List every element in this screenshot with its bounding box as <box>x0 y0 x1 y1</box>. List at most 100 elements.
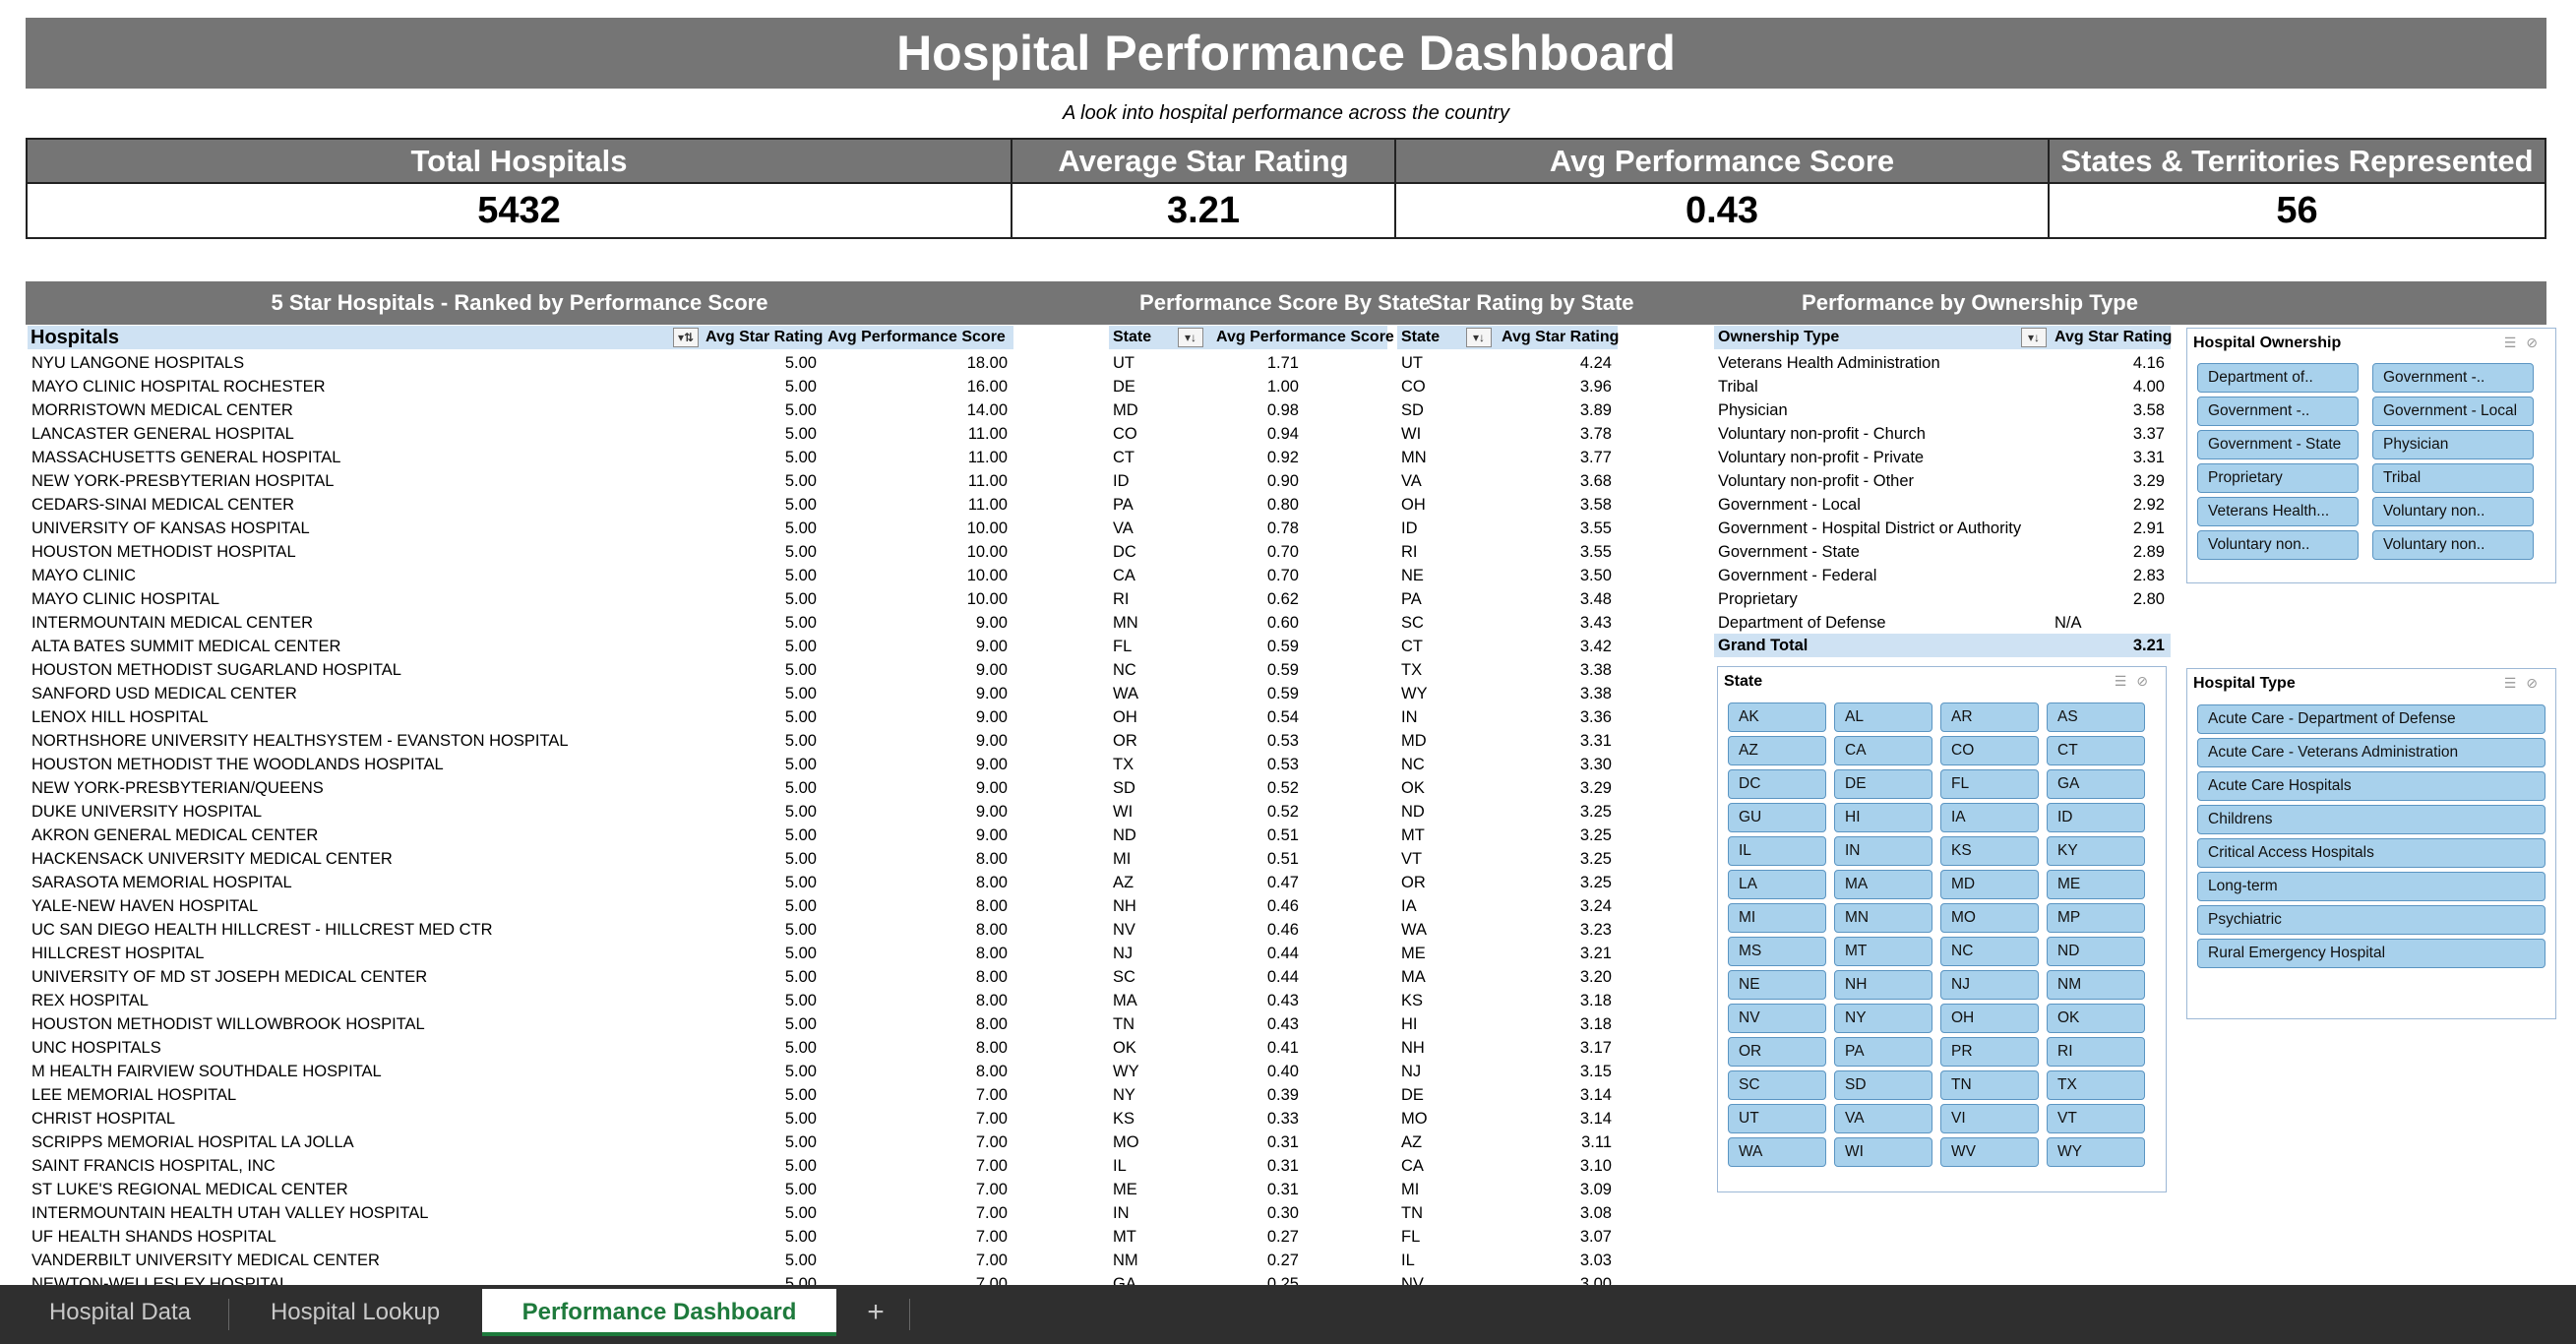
slicer-item-state-ca[interactable]: CA <box>1834 736 1932 765</box>
slicer-item-state-as[interactable]: AS <box>2047 703 2145 732</box>
slicer-item-rural-emergency-hospital[interactable]: Rural Emergency Hospital <box>2197 939 2545 968</box>
slicer-item-state-tx[interactable]: TX <box>2047 1070 2145 1100</box>
slicer-item-state-mn[interactable]: MN <box>1834 903 1932 933</box>
slicer-item-state-mi[interactable]: MI <box>1728 903 1826 933</box>
slicer-item-state-al[interactable]: AL <box>1834 703 1932 732</box>
slicer-item-state-me[interactable]: ME <box>2047 870 2145 899</box>
slicer-item-long-term[interactable]: Long-term <box>2197 872 2545 901</box>
slicer-item-state-nm[interactable]: NM <box>2047 970 2145 1000</box>
slicer-item-state-ri[interactable]: RI <box>2047 1037 2145 1067</box>
slicer-item-state-nc[interactable]: NC <box>1940 937 2039 966</box>
slicer-item-state-nv[interactable]: NV <box>1728 1004 1826 1033</box>
multi-select-icon[interactable]: ☰ <box>2503 335 2527 350</box>
slicer-item-state-ne[interactable]: NE <box>1728 970 1826 1000</box>
slicer-item-voluntary-non[interactable]: Voluntary non.. <box>2197 530 2359 560</box>
multi-select-icon[interactable]: ☰ <box>2503 675 2527 691</box>
slicer-item-state-sd[interactable]: SD <box>1834 1070 1932 1100</box>
sort-descending-icon[interactable]: ▾↓ <box>1466 328 1492 347</box>
slicer-item-state-ny[interactable]: NY <box>1834 1004 1932 1033</box>
hospital-name: LANCASTER GENERAL HOSPITAL <box>31 425 294 443</box>
slicer-item-critical-access-hospitals[interactable]: Critical Access Hospitals <box>2197 838 2545 868</box>
slicer-item-state-id[interactable]: ID <box>2047 803 2145 832</box>
slicer-item-state-vt[interactable]: VT <box>2047 1104 2145 1133</box>
slicer-item-state-co[interactable]: CO <box>1940 736 2039 765</box>
add-sheet-button[interactable]: + <box>867 1296 885 1328</box>
slicer-item-state-ia[interactable]: IA <box>1940 803 2039 832</box>
star-rating-cell: 5.00 <box>784 992 817 1009</box>
slicer-item-state-nj[interactable]: NJ <box>1940 970 2039 1000</box>
slicer-item-state-wv[interactable]: WV <box>1940 1137 2039 1167</box>
slicer-item-state-oh[interactable]: OH <box>1940 1004 2039 1033</box>
star-rating-cell: 5.00 <box>784 1086 817 1104</box>
filter-sort-icon[interactable]: ▾⇅ <box>673 328 699 347</box>
slicer-item-state-ar[interactable]: AR <box>1940 703 2039 732</box>
slicer-item-acute-care-hospitals[interactable]: Acute Care Hospitals <box>2197 771 2545 801</box>
slicer-item-state-nd[interactable]: ND <box>2047 937 2145 966</box>
slicer-item-state-az[interactable]: AZ <box>1728 736 1826 765</box>
clear-filter-icon[interactable]: ⊘ <box>2136 673 2158 689</box>
clear-filter-icon[interactable]: ⊘ <box>2526 675 2547 691</box>
slicer-item-physician[interactable]: Physician <box>2372 430 2534 459</box>
slicer-item-state-ct[interactable]: CT <box>2047 736 2145 765</box>
slicer-item-state-gu[interactable]: GU <box>1728 803 1826 832</box>
slicer-item-state-ks[interactable]: KS <box>1940 836 2039 866</box>
slicer-item-state-pr[interactable]: PR <box>1940 1037 2039 1067</box>
star-rating-cell: 3.23 <box>1579 921 1612 939</box>
slicer-item-state-ok[interactable]: OK <box>2047 1004 2145 1033</box>
star-rating-cell: 3.77 <box>1579 449 1612 466</box>
slicer-item-state-in[interactable]: IN <box>1834 836 1932 866</box>
slicer-item-state-ga[interactable]: GA <box>2047 769 2145 799</box>
slicer-item-state-ky[interactable]: KY <box>2047 836 2145 866</box>
star-rating-cell: 3.31 <box>2132 449 2165 466</box>
slicer-item-state-mp[interactable]: MP <box>2047 903 2145 933</box>
table-row: SCRIPPS MEMORIAL HOSPITAL LA JOLLA 5.00 7.… <box>28 1130 1013 1154</box>
slicer-item-state-md[interactable]: MD <box>1940 870 2039 899</box>
slicer-item-state-vi[interactable]: VI <box>1940 1104 2039 1133</box>
table-row: MA 3.20 <box>1397 965 1618 989</box>
slicer-item-state-dc[interactable]: DC <box>1728 769 1826 799</box>
slicer-item-state-va[interactable]: VA <box>1834 1104 1932 1133</box>
slicer-item-state-de[interactable]: DE <box>1834 769 1932 799</box>
tab-hospital-data[interactable]: Hospital Data <box>48 1299 192 1325</box>
slicer-item-state-mt[interactable]: MT <box>1834 937 1932 966</box>
slicer-item-government[interactable]: Government -.. <box>2372 363 2534 393</box>
slicer-item-state-sc[interactable]: SC <box>1728 1070 1826 1100</box>
sort-descending-icon[interactable]: ▾↓ <box>1178 328 1203 347</box>
slicer-item-state-tn[interactable]: TN <box>1940 1070 2039 1100</box>
slicer-item-psychiatric[interactable]: Psychiatric <box>2197 905 2545 935</box>
slicer-item-state-il[interactable]: IL <box>1728 836 1826 866</box>
slicer-item-state-wa[interactable]: WA <box>1728 1137 1826 1167</box>
slicer-item-state-pa[interactable]: PA <box>1834 1037 1932 1067</box>
slicer-item-government[interactable]: Government -.. <box>2197 397 2359 426</box>
slicer-item-state-mo[interactable]: MO <box>1940 903 2039 933</box>
slicer-item-voluntary-non[interactable]: Voluntary non.. <box>2372 530 2534 560</box>
slicer-item-voluntary-non[interactable]: Voluntary non.. <box>2372 497 2534 526</box>
slicer-item-acute-care-veterans-administration[interactable]: Acute Care - Veterans Administration <box>2197 738 2545 767</box>
slicer-item-state-ma[interactable]: MA <box>1834 870 1932 899</box>
slicer-item-state-ms[interactable]: MS <box>1728 937 1826 966</box>
slicer-item-state-hi[interactable]: HI <box>1834 803 1932 832</box>
state-cell: AZ <box>1401 1133 1423 1151</box>
slicer-item-veterans-health[interactable]: Veterans Health... <box>2197 497 2359 526</box>
slicer-item-state-nh[interactable]: NH <box>1834 970 1932 1000</box>
slicer-item-acute-care-department-of-defense[interactable]: Acute Care - Department of Defense <box>2197 704 2545 734</box>
slicer-item-government-local[interactable]: Government - Local <box>2372 397 2534 426</box>
slicer-item-proprietary[interactable]: Proprietary <box>2197 463 2359 493</box>
table-row: Voluntary non-profit - Other 3.29 <box>1714 469 2171 493</box>
slicer-item-state-la[interactable]: LA <box>1728 870 1826 899</box>
slicer-item-state-or[interactable]: OR <box>1728 1037 1826 1067</box>
slicer-item-state-wi[interactable]: WI <box>1834 1137 1932 1167</box>
slicer-item-tribal[interactable]: Tribal <box>2372 463 2534 493</box>
slicer-item-state-ut[interactable]: UT <box>1728 1104 1826 1133</box>
tab-hospital-lookup[interactable]: Hospital Lookup <box>270 1299 441 1325</box>
slicer-item-government-state[interactable]: Government - State <box>2197 430 2359 459</box>
slicer-item-state-ak[interactable]: AK <box>1728 703 1826 732</box>
slicer-item-state-fl[interactable]: FL <box>1940 769 2039 799</box>
multi-select-icon[interactable]: ☰ <box>2114 673 2137 689</box>
sort-descending-icon[interactable]: ▾↓ <box>2021 328 2047 347</box>
slicer-item-department-of[interactable]: Department of.. <box>2197 363 2359 393</box>
tab-performance-dashboard[interactable]: Performance Dashboard <box>482 1289 836 1336</box>
slicer-item-state-wy[interactable]: WY <box>2047 1137 2145 1167</box>
slicer-item-childrens[interactable]: Childrens <box>2197 805 2545 834</box>
clear-filter-icon[interactable]: ⊘ <box>2526 335 2547 350</box>
